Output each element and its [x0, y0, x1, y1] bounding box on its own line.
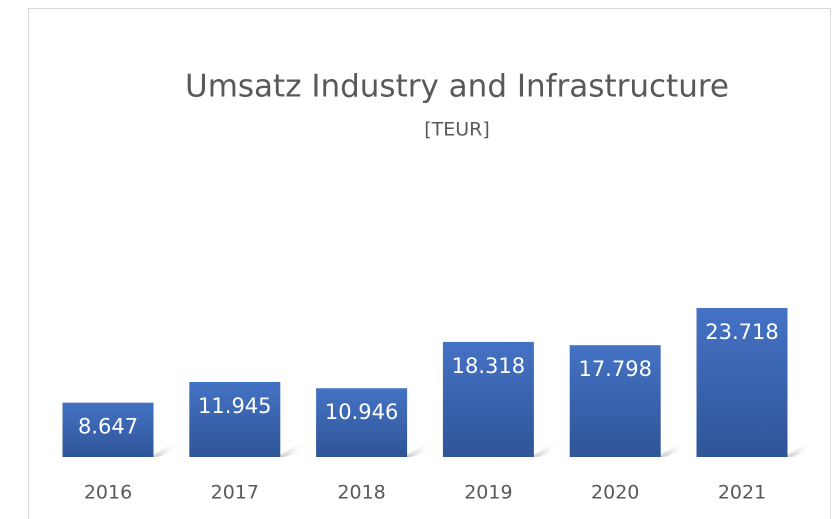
chart-title: Umsatz Industry and Infrastructure — [185, 69, 729, 105]
bar-shadow — [149, 443, 180, 457]
x-tick-label: 2019 — [464, 482, 512, 504]
x-tick-label: 2020 — [591, 482, 639, 504]
x-tick-label: 2021 — [718, 482, 766, 504]
chart-subtitle: [TEUR] — [424, 119, 490, 141]
x-tick-label: 2017 — [211, 482, 259, 504]
bar — [696, 308, 788, 457]
bar — [442, 341, 534, 457]
bar — [316, 388, 408, 457]
x-tick-label: 2016 — [84, 482, 132, 504]
data-label: 17.798 — [578, 357, 651, 381]
data-label: 11.945 — [198, 394, 271, 418]
bar-shadow — [529, 443, 560, 457]
data-label: 23.718 — [705, 320, 778, 344]
bar — [189, 381, 281, 457]
data-label: 10.946 — [325, 400, 398, 424]
bar-shadow — [656, 443, 687, 457]
bar-shadow — [276, 443, 307, 457]
bar — [569, 345, 661, 457]
bar-shadow — [783, 443, 814, 457]
data-label: 18.318 — [452, 354, 525, 378]
bar — [62, 402, 154, 457]
x-tick-label: 2018 — [337, 482, 385, 504]
bar-shadow — [403, 443, 434, 457]
data-label: 8.647 — [78, 415, 138, 439]
